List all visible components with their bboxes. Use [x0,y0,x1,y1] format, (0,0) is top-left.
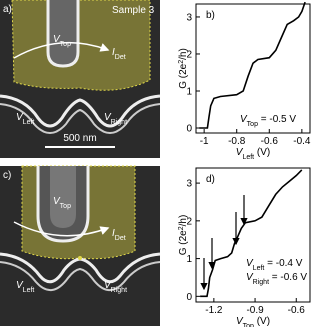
y-tick-label: 3 [186,179,192,190]
text-part: V [246,258,254,269]
text-part: V [53,34,61,45]
text-part: V [16,280,24,291]
text-part: (V) [254,316,270,327]
text-part: G (2e [178,63,189,88]
text-part: Det [115,235,126,242]
text-part: Right [253,279,269,286]
text-part: /h) [178,48,189,60]
y-axis-label: G (2e2/h) [178,215,190,256]
text-part: /h) [178,215,189,227]
text-part: I [112,47,115,58]
x-tick-label: -0.6 [288,305,306,316]
conductance-curve [200,169,303,298]
text-part: = -0.4 V [264,258,302,269]
current-label: IDet [112,228,126,242]
text-part: V [104,112,112,123]
annotation: VRight = -0.6 V [246,272,307,286]
text-part: V [236,147,244,158]
y-tick-label: 0 [186,292,192,303]
text-part: V [246,272,254,283]
y-tick-label: 2 [186,49,192,60]
gate-label: VRight [104,112,127,126]
gate-label: VTop [53,196,71,210]
text-part: V [16,112,24,123]
text-part: Top [60,41,71,48]
annotation: VLeft = -0.4 V [246,258,303,272]
x-tick-label: -0.8 [228,136,246,147]
scale-bar-label: 500 nm [63,133,96,144]
plot-frame [195,3,311,134]
text-part: = -0.5 V [258,114,296,125]
x-tick-label: -0.9 [246,305,264,316]
panel-label: b) [206,10,215,21]
text-part: Right [111,119,127,126]
y-tick-label: 1 [186,254,192,265]
text-part: Det [115,54,126,61]
y-tick-label: 1 [186,86,192,97]
text-part: 2 [178,60,185,64]
text-part: Left [253,265,265,272]
text-part: V [104,280,112,291]
text-part: G (2e [178,230,189,255]
annotation: VTop = -0.5 V [240,114,296,128]
conductance-curve [199,1,306,129]
x-axis-label: VTop (V) [236,316,270,327]
gate-label: VLeft [16,112,34,126]
panel-label: c) [3,170,11,181]
text-part: V [236,316,244,327]
y-tick-label: 3 [186,12,192,23]
text-part: Left [242,154,254,161]
plot-frame [195,167,311,303]
x-tick-label: -1.2 [205,305,223,316]
x-tick-label: -0.6 [261,136,279,147]
text-part: Right [111,287,127,294]
panel-label: d) [206,174,215,185]
text-part: I [112,228,115,239]
step-arrows [200,195,248,291]
y-axis-label: G (2e2/h) [178,48,190,89]
sample-label: Sample 3 [112,5,155,16]
x-tick-label: -0.4 [293,136,311,147]
text-part: V [240,114,248,125]
text-part: V [53,196,61,207]
y-tick-label: 2 [186,216,192,227]
x-tick-label: -1 [200,136,209,147]
text-part: Top [247,121,258,128]
sem-image-c: c) VTop IDet VLeft VRight [0,165,161,326]
text-part: Top [243,323,254,327]
x-axis-label: VLeft (V) [236,147,270,161]
text-part: Left [23,287,35,294]
gate-label: VTop [53,34,71,48]
text-part: = -0.6 V [269,272,307,283]
text-part: Top [60,203,71,210]
y-tick-label: 0 [186,124,192,135]
gate-label: VLeft [16,280,34,294]
sem-image-a: a) Sample 3 VTop IDet VLeft VRight 500 n… [0,0,161,158]
text-part: (V) [254,147,270,158]
text-part: 2 [178,226,185,230]
current-label: IDet [112,47,126,61]
gate-label: VRight [104,280,127,294]
panel-label: a) [3,4,12,15]
text-part: Left [23,119,35,126]
